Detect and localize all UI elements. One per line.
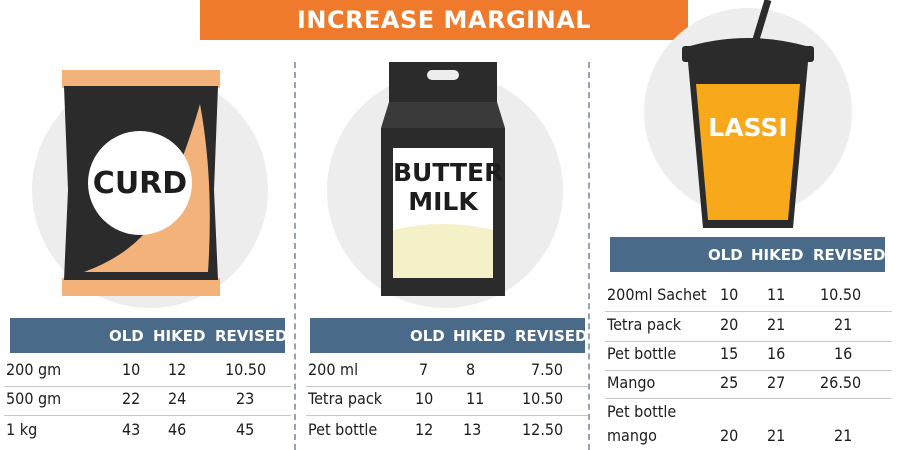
lassi-row-item: Tetra pack [607,315,682,334]
row-divider [306,415,588,416]
lassi-row-revised: 26.50 [820,373,862,392]
lassi-row-hiked: 21 [767,315,786,334]
row-divider [605,311,892,312]
curd-row-old: 10 [122,360,141,379]
lassi-row-old: 20 [720,315,739,334]
curd-label: CURD [92,166,188,201]
lassi-header-old: OLD [708,245,743,264]
column-divider [588,62,590,450]
curd-row-old: 43 [122,420,141,439]
buttermilk-row-revised: 12.50 [522,420,564,439]
row-divider [4,415,291,416]
buttermilk-row-old: 12 [415,420,434,439]
curd-row-item: 200 gm [6,360,62,379]
lassi-row-old: 20 [720,426,739,445]
lassi-header-revised: REVISED [813,245,886,264]
curd-row-hiked: 24 [168,389,187,408]
buttermilk-row-hiked: 11 [466,389,485,408]
buttermilk-header-revised: REVISED [515,326,588,345]
lassi-row-item: mango [607,426,657,445]
curd-row-revised: 45 [236,420,255,439]
lassi-row-hiked: 11 [767,285,786,304]
lassi-row-hiked: 27 [767,373,786,392]
buttermilk-table-header: OLD HIKED REVISED [310,318,588,353]
buttermilk-label-line2: MILK [408,187,478,216]
lassi-row-item: 200ml Sachet [607,285,707,304]
row-divider [306,386,588,387]
buttermilk-label: BUTTER MILK [393,158,504,216]
buttermilk-row-revised: 7.50 [531,360,564,379]
curd-header-old: OLD [109,326,144,345]
buttermilk-row-hiked: 8 [466,360,476,379]
buttermilk-row-item: Tetra pack [308,389,383,408]
buttermilk-label-line1: BUTTER [393,158,504,187]
curd-table-header: OLD HIKED REVISED [10,318,288,353]
curd-row-hiked: 46 [168,420,187,439]
buttermilk-row-old: 10 [415,389,434,408]
lassi-row-revised: 16 [834,344,853,363]
lassi-table-header: OLD HIKED REVISED [610,237,886,272]
buttermilk-row-item: 200 ml [308,360,359,379]
lassi-row-revised: 21 [834,315,853,334]
lassi-header-hiked: HIKED [751,245,804,264]
curd-row-hiked: 12 [168,360,187,379]
row-divider [605,341,892,342]
lassi-row-old: 10 [720,285,739,304]
lassi-row-item: Pet bottle [607,344,677,363]
row-divider [605,398,892,399]
banner-title: INCREASE MARGINAL [200,0,688,40]
buttermilk-row-old: 7 [419,360,429,379]
column-divider [294,62,296,450]
lassi-label: LASSI [708,113,788,142]
curd-row-old: 22 [122,389,141,408]
curd-row-revised: 23 [236,389,255,408]
buttermilk-row-revised: 10.50 [522,389,564,408]
buttermilk-row-item: Pet bottle [308,420,378,439]
curd-row-item: 1 kg [6,420,38,439]
curd-row-revised: 10.50 [225,360,267,379]
lassi-row-revised: 10.50 [820,285,862,304]
row-divider [4,386,291,387]
buttermilk-header-hiked: HIKED [453,326,506,345]
lassi-row-old: 15 [720,344,739,363]
curd-header-hiked: HIKED [153,326,206,345]
lassi-row-item: Pet bottle [607,402,677,421]
lassi-row-revised: 21 [834,426,853,445]
row-divider [605,370,892,371]
lassi-row-hiked: 21 [767,426,786,445]
lassi-row-old: 25 [720,373,739,392]
curd-header-revised: REVISED [215,326,288,345]
lassi-row-item: Mango [607,373,656,392]
buttermilk-header-old: OLD [410,326,445,345]
buttermilk-carton-illustration [327,62,563,308]
lassi-row-hiked: 16 [767,344,786,363]
curd-row-item: 500 gm [6,389,62,408]
lassi-cup-illustration [644,0,852,228]
curd-package-illustration [32,70,268,308]
buttermilk-row-hiked: 13 [463,420,482,439]
